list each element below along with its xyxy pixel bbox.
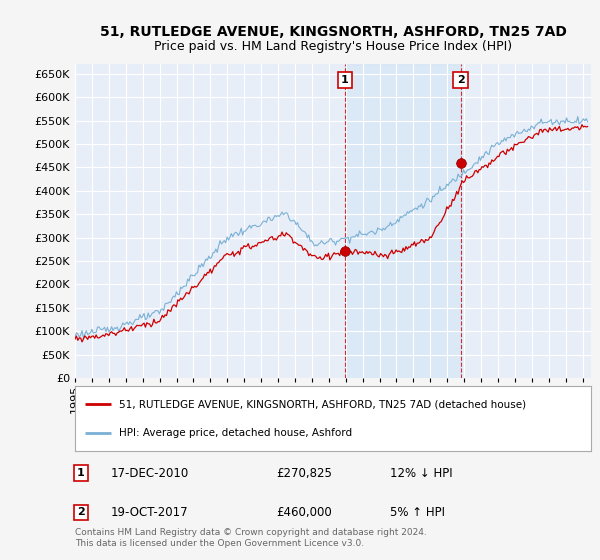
Text: 5% ↑ HPI: 5% ↑ HPI — [390, 506, 445, 519]
Bar — [345, 64, 461, 378]
Text: £460,000: £460,000 — [276, 506, 332, 519]
Text: 51, RUTLEDGE AVENUE, KINGSNORTH, ASHFORD, TN25 7AD (detached house): 51, RUTLEDGE AVENUE, KINGSNORTH, ASHFORD… — [119, 399, 526, 409]
Text: 12% ↓ HPI: 12% ↓ HPI — [390, 466, 452, 480]
Text: 17-DEC-2010: 17-DEC-2010 — [111, 466, 189, 480]
Text: 1: 1 — [77, 468, 85, 478]
Text: Price paid vs. HM Land Registry's House Price Index (HPI): Price paid vs. HM Land Registry's House … — [154, 40, 512, 53]
Text: 1: 1 — [341, 75, 349, 85]
Text: Contains HM Land Registry data © Crown copyright and database right 2024.
This d: Contains HM Land Registry data © Crown c… — [75, 528, 427, 548]
Text: 51, RUTLEDGE AVENUE, KINGSNORTH, ASHFORD, TN25 7AD: 51, RUTLEDGE AVENUE, KINGSNORTH, ASHFORD… — [100, 25, 566, 39]
Text: 19-OCT-2017: 19-OCT-2017 — [111, 506, 188, 519]
Text: 2: 2 — [457, 75, 464, 85]
Text: 2: 2 — [77, 507, 85, 517]
Text: HPI: Average price, detached house, Ashford: HPI: Average price, detached house, Ashf… — [119, 428, 352, 438]
Text: £270,825: £270,825 — [276, 466, 332, 480]
